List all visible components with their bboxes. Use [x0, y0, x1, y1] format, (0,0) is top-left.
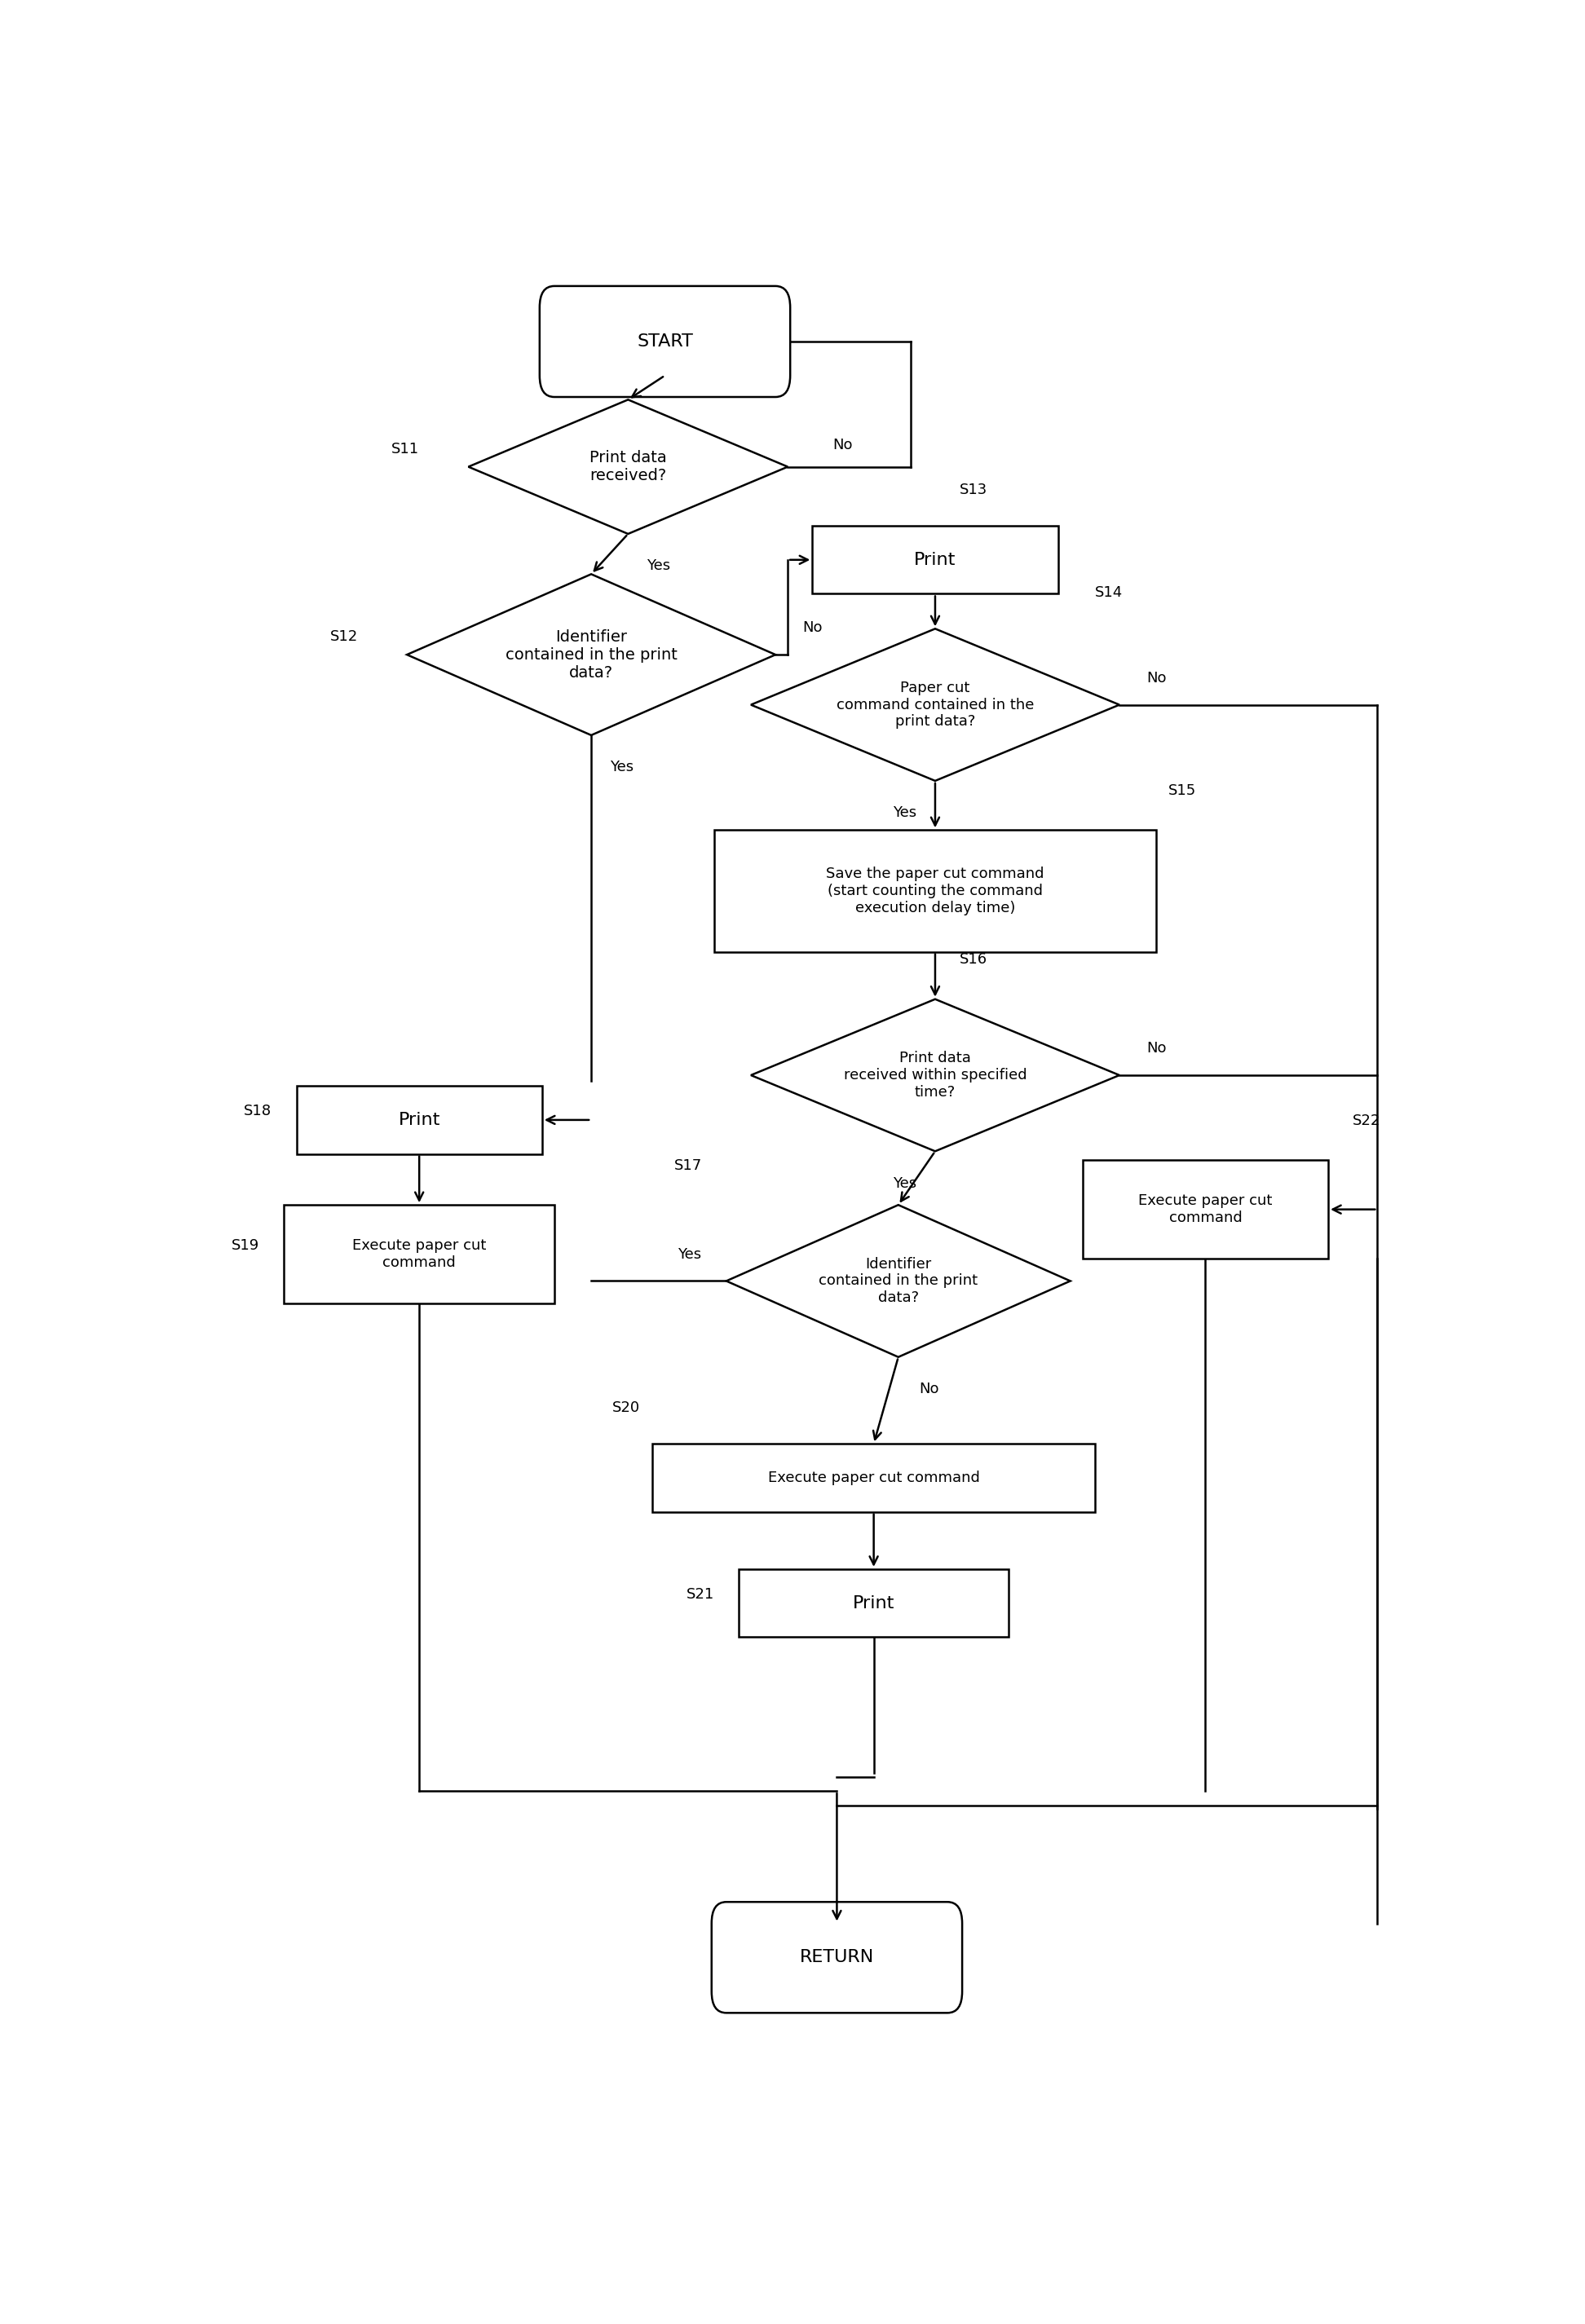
Text: S21: S21 — [686, 1587, 713, 1601]
Text: No: No — [1146, 672, 1167, 686]
Polygon shape — [469, 400, 788, 535]
Text: S18: S18 — [244, 1104, 273, 1118]
Text: Yes: Yes — [647, 558, 670, 574]
Text: S15: S15 — [1168, 783, 1197, 797]
Bar — [713, 830, 1155, 953]
Polygon shape — [751, 999, 1119, 1150]
Polygon shape — [751, 630, 1119, 781]
Text: S17: S17 — [674, 1157, 702, 1174]
Text: Yes: Yes — [892, 1176, 916, 1190]
Text: RETURN: RETURN — [800, 1950, 873, 1966]
FancyBboxPatch shape — [539, 286, 791, 397]
Text: Print data
received within specified
time?: Print data received within specified tim… — [843, 1050, 1027, 1099]
Polygon shape — [726, 1204, 1070, 1357]
Text: START: START — [637, 332, 693, 349]
Text: Save the paper cut command
(start counting the command
execution delay time): Save the paper cut command (start counti… — [826, 867, 1045, 916]
Bar — [296, 1085, 542, 1155]
Text: Print: Print — [398, 1111, 441, 1127]
Text: Yes: Yes — [892, 806, 916, 820]
Bar — [653, 1443, 1095, 1513]
Text: S11: S11 — [391, 442, 418, 456]
Text: Execute paper cut command: Execute paper cut command — [767, 1471, 980, 1485]
Text: No: No — [1146, 1041, 1167, 1055]
Text: S16: S16 — [959, 953, 987, 967]
Bar — [812, 525, 1057, 595]
Text: S19: S19 — [231, 1239, 260, 1253]
Text: Paper cut
command contained in the
print data?: Paper cut command contained in the print… — [837, 681, 1033, 730]
Text: Execute paper cut
command: Execute paper cut command — [1138, 1195, 1273, 1225]
Bar — [739, 1569, 1010, 1636]
Bar — [1083, 1160, 1328, 1260]
Text: S22: S22 — [1352, 1113, 1381, 1127]
Text: S13: S13 — [959, 483, 987, 497]
Text: Yes: Yes — [678, 1246, 701, 1262]
Text: Identifier
contained in the print
data?: Identifier contained in the print data? — [506, 630, 677, 681]
Text: No: No — [834, 437, 853, 453]
Text: Print: Print — [915, 551, 956, 567]
Text: Identifier
contained in the print
data?: Identifier contained in the print data? — [819, 1257, 978, 1306]
FancyBboxPatch shape — [712, 1901, 962, 2013]
Text: Print data
received?: Print data received? — [590, 451, 667, 483]
Polygon shape — [407, 574, 775, 734]
Text: Execute paper cut
command: Execute paper cut command — [352, 1239, 487, 1269]
Text: Yes: Yes — [610, 760, 634, 774]
Text: S20: S20 — [612, 1401, 640, 1415]
Text: Print: Print — [853, 1594, 894, 1611]
Text: No: No — [919, 1383, 938, 1397]
Bar — [284, 1204, 555, 1304]
Text: No: No — [802, 621, 823, 634]
Text: S14: S14 — [1095, 586, 1122, 600]
Text: S12: S12 — [330, 630, 358, 644]
